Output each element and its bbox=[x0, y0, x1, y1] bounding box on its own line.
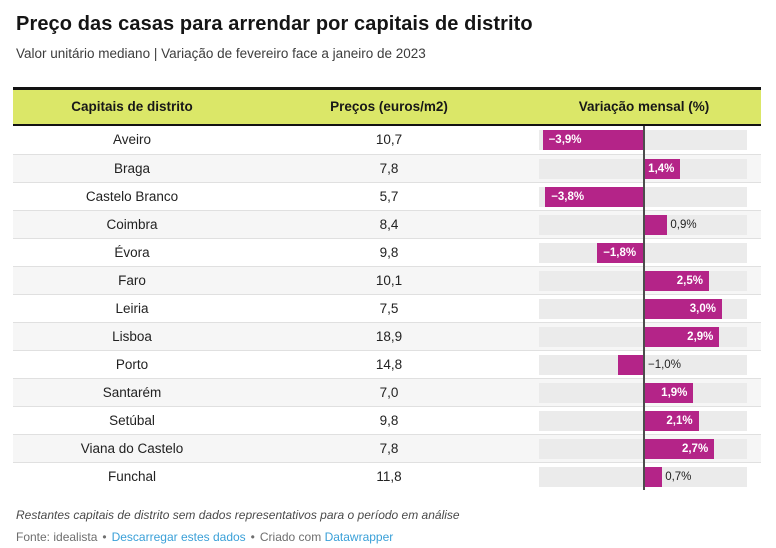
price-cell: 8,4 bbox=[379, 217, 399, 232]
price-cell: 9,8 bbox=[379, 245, 399, 260]
variation-bar bbox=[618, 355, 644, 375]
table-header-row: Capitais de distrito Preços (euros/m2) V… bbox=[13, 87, 761, 126]
bar-value-label: −3,8% bbox=[551, 191, 585, 203]
price-cell: 5,7 bbox=[379, 189, 399, 204]
bar-value-label: 1,9% bbox=[661, 387, 688, 399]
bar-value-label: −1,8% bbox=[603, 247, 637, 259]
city-cell: Aveiro bbox=[112, 132, 152, 147]
source-line: Fonte: idealista • Descarregar estes dados… bbox=[16, 530, 776, 544]
table-rows: Aveiro 10,7 −3,9% Braga 7,8 1,4% Castelo… bbox=[13, 126, 761, 490]
column-header-precos: Preços (euros/m2) bbox=[330, 99, 448, 114]
variation-bar bbox=[644, 299, 722, 319]
chart-title: Preço das casas para arrendar por capita… bbox=[16, 13, 533, 35]
table-row: Évora 9,8 −1,8% bbox=[13, 238, 761, 266]
city-cell: Setúbal bbox=[109, 413, 155, 428]
table-row: Porto 14,8 −1,0% bbox=[13, 350, 761, 378]
table-row: Faro 10,1 2,5% bbox=[13, 266, 761, 294]
city-cell: Funchal bbox=[107, 469, 157, 484]
table-row: Funchal 11,8 0,7% bbox=[13, 462, 761, 490]
variation-bar bbox=[644, 215, 668, 235]
bar-value-label: 2,9% bbox=[687, 331, 714, 343]
city-cell: Lisboa bbox=[112, 329, 152, 344]
bar-value-label: 1,4% bbox=[648, 163, 675, 175]
bar-value-label: 2,5% bbox=[676, 275, 703, 287]
bar-value-label: 0,7% bbox=[665, 471, 692, 483]
created-with-text: Criado com bbox=[259, 530, 322, 544]
bar-cell: 2,9% bbox=[527, 323, 761, 350]
city-cell: Évora bbox=[114, 245, 150, 260]
variation-bar bbox=[644, 467, 663, 487]
city-cell: Faro bbox=[118, 273, 146, 288]
variation-bar bbox=[597, 243, 644, 263]
city-cell: Leiria bbox=[115, 301, 149, 316]
column-header-capitais: Capitais de distrito bbox=[71, 99, 193, 114]
chart-subtitle: Valor unitário mediano | Variação de fev… bbox=[16, 46, 426, 61]
city-cell: Braga bbox=[113, 161, 151, 176]
table-row: Santarém 7,0 1,9% bbox=[13, 378, 761, 406]
price-cell: 10,7 bbox=[375, 132, 403, 147]
download-data-link[interactable]: Descarregar estes dados bbox=[111, 530, 246, 544]
variation-bar bbox=[545, 187, 644, 207]
variation-bar bbox=[542, 130, 644, 150]
bar-track: 2,9% bbox=[539, 327, 747, 347]
bar-value-label: 2,7% bbox=[681, 443, 709, 455]
variation-bar bbox=[644, 271, 709, 291]
city-cell: Santarém bbox=[102, 385, 162, 400]
table-row: Coimbra 8,4 0,9% bbox=[13, 210, 761, 238]
price-cell: 10,1 bbox=[375, 273, 403, 288]
price-cell: 7,8 bbox=[379, 441, 399, 456]
table-row: Aveiro 10,7 −3,9% bbox=[13, 126, 761, 154]
separator-dot: • bbox=[250, 530, 255, 544]
variation-bar bbox=[644, 383, 694, 403]
source-text: Fonte: idealista bbox=[16, 530, 98, 544]
price-cell: 14,8 bbox=[375, 357, 403, 372]
price-cell: 11,8 bbox=[376, 469, 402, 484]
table-row: Viana do Castelo 7,8 2,7% bbox=[13, 434, 761, 462]
variation-bar bbox=[644, 411, 699, 431]
table-row: Castelo Branco 5,7 −3,8% bbox=[13, 182, 761, 210]
price-cell: 7,8 bbox=[379, 161, 399, 176]
table-row: Leiria 7,5 3,0% bbox=[13, 294, 761, 322]
table-row: Setúbal 9,8 2,1% bbox=[13, 406, 761, 434]
price-cell: 7,5 bbox=[379, 301, 399, 316]
city-cell: Porto bbox=[115, 357, 149, 372]
variation-bar bbox=[644, 159, 681, 179]
separator-dot: • bbox=[102, 530, 107, 544]
price-table: Capitais de distrito Preços (euros/m2) V… bbox=[13, 87, 761, 490]
bar-value-label: 0,9% bbox=[670, 219, 697, 231]
variation-bar bbox=[644, 439, 715, 459]
column-header-variacao: Variação mensal (%) bbox=[578, 99, 710, 114]
table-body: Aveiro 10,7 −3,9% Braga 7,8 1,4% Castelo… bbox=[13, 126, 761, 490]
price-cell: 18,9 bbox=[375, 329, 403, 344]
bar-value-label: 3,0% bbox=[689, 303, 716, 315]
price-cell: 7,0 bbox=[379, 385, 399, 400]
bar-cell: 2,7% bbox=[527, 435, 761, 462]
city-cell: Coimbra bbox=[106, 217, 158, 232]
city-cell: Castelo Branco bbox=[85, 189, 179, 204]
bar-value-label: −3,9% bbox=[548, 134, 582, 146]
bar-track: 2,7% bbox=[539, 439, 747, 459]
city-cell: Viana do Castelo bbox=[80, 441, 184, 456]
price-cell: 9,8 bbox=[379, 413, 399, 428]
variation-bar bbox=[644, 327, 720, 347]
footnote: Restantes capitais de distrito sem dados… bbox=[16, 508, 460, 522]
bar-value-label: 2,1% bbox=[666, 415, 693, 427]
bar-value-label: −1,0% bbox=[648, 359, 681, 371]
zero-axis-line bbox=[643, 126, 645, 490]
datawrapper-link[interactable]: Datawrapper bbox=[324, 530, 394, 544]
table-row: Braga 7,8 1,4% bbox=[13, 154, 761, 182]
table-row: Lisboa 18,9 2,9% bbox=[13, 322, 761, 350]
